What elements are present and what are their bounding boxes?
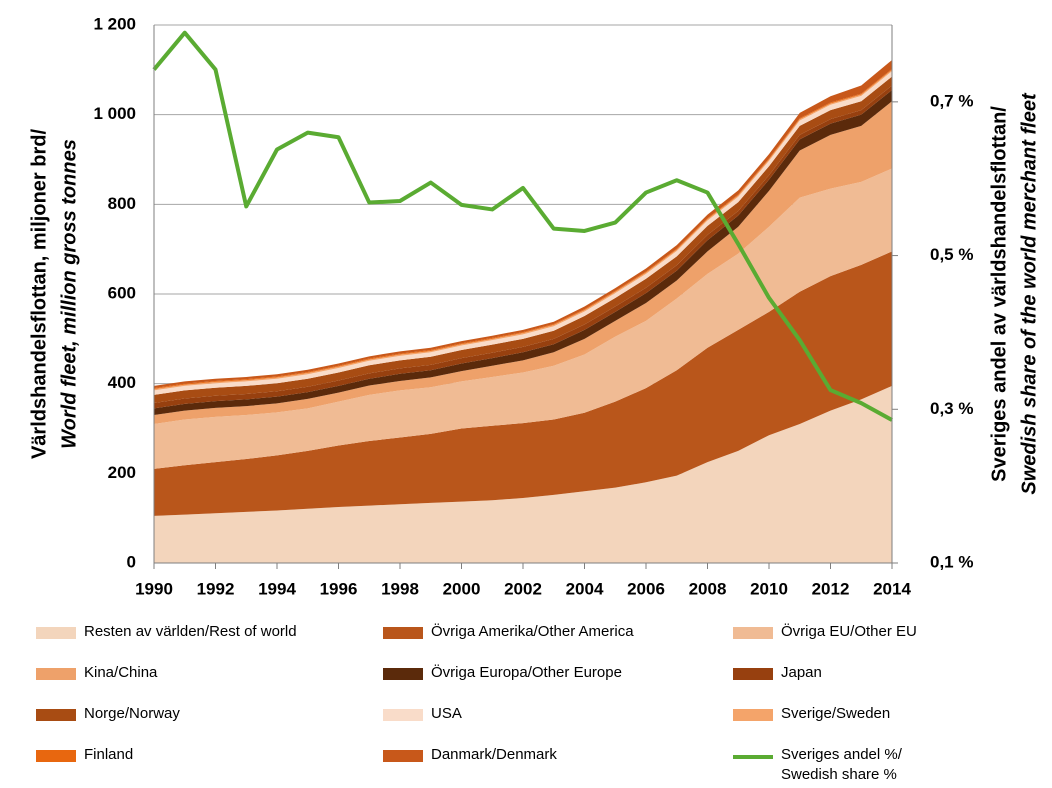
legend-label: Kina/China [84, 664, 158, 681]
x-tick-label: 1990 [135, 579, 173, 598]
legend-label: Danmark/Denmark [431, 746, 557, 763]
line [152, 30, 893, 422]
legend-swatch [383, 627, 423, 639]
legend-label: USA [431, 705, 462, 722]
legend-swatch [36, 750, 76, 762]
legend-label: Övriga Amerika/Other America [431, 623, 634, 640]
chart: Världshandelsflottan, miljoner brd/ Worl… [28, 14, 1040, 598]
y-tick-label: 1 200 [93, 14, 136, 33]
legend-swatch [383, 750, 423, 762]
y-tick-label: 600 [108, 283, 136, 302]
legend-label: Finland [84, 746, 134, 763]
y-tick-label: 1 000 [93, 104, 136, 123]
area [154, 251, 892, 516]
legend-item: USA [383, 705, 462, 724]
legend-swatch [733, 755, 773, 759]
legend-label: Resten av världen/Rest of world [84, 623, 297, 640]
x-tick-label: 1992 [197, 579, 235, 598]
x-tick-label: 2000 [443, 579, 481, 598]
legend-label: Norge/Norway [84, 705, 180, 722]
y-tick-label: 400 [108, 373, 136, 392]
legend-label: Sveriges andel %/ Swedish share % [781, 746, 902, 783]
y-axis-title: World fleet, million gross tonnes [58, 139, 80, 449]
legend-item: Japan [733, 664, 822, 683]
legend-item: Resten av världen/Rest of world [36, 623, 297, 642]
legend-item: Övriga Europa/Other Europe [383, 664, 622, 683]
legend-item: Sveriges andel %/ Swedish share % [733, 746, 902, 785]
legend-item: Finland [36, 746, 134, 765]
y2-tick-label: 0,1 % [930, 552, 973, 571]
y2-axis-title: Swedish share of the world merchant flee… [1018, 92, 1040, 495]
legend-item: Kina/China [36, 664, 158, 683]
legend-swatch [36, 709, 76, 721]
legend-swatch [733, 709, 773, 721]
x-tick-label: 2002 [504, 579, 542, 598]
x-tick-label: 2012 [812, 579, 850, 598]
legend-swatch [383, 709, 423, 721]
y2-tick-label: 0,7 % [930, 91, 973, 110]
legend-swatch [383, 668, 423, 680]
legend-item: Danmark/Denmark [383, 746, 557, 765]
legend-swatch [733, 627, 773, 639]
y2-tick-label: 0,3 % [930, 399, 973, 418]
plot-area [152, 24, 893, 564]
legend-item: Sverige/Sweden [733, 705, 891, 724]
legend-label: Övriga EU/Other EU [781, 623, 917, 640]
legend-label: Övriga Europa/Other Europe [431, 664, 622, 681]
legend-item: Övriga EU/Other EU [733, 623, 917, 642]
y-tick-label: 0 [127, 552, 136, 571]
x-tick-label: 1994 [258, 579, 296, 598]
y-tick-label: 800 [108, 194, 136, 213]
y2-axis-title: Sveriges andel av världshandelsflottan/ [988, 106, 1010, 482]
legend-label: Japan [781, 664, 822, 681]
x-tick-label: 2004 [566, 579, 604, 598]
x-tick-label: 2008 [689, 579, 727, 598]
x-tick-label: 1998 [381, 579, 419, 598]
legend-swatch [36, 627, 76, 639]
legend-label: Sverige/Sweden [781, 705, 891, 722]
y-tick-label: 200 [108, 463, 136, 482]
area [154, 385, 892, 563]
legend-swatch [36, 668, 76, 680]
y-axis-title: Världshandelsflottan, miljoner brd/ [28, 129, 50, 459]
y2-tick-label: 0,5 % [930, 245, 973, 264]
legend-item: Norge/Norway [36, 705, 180, 724]
legend-item: Övriga Amerika/Other America [383, 623, 634, 642]
x-tick-label: 2014 [873, 579, 911, 598]
x-tick-label: 2006 [627, 579, 665, 598]
x-tick-label: 2010 [750, 579, 788, 598]
area [154, 168, 892, 469]
x-tick-label: 1996 [320, 579, 358, 598]
legend-swatch [733, 668, 773, 680]
